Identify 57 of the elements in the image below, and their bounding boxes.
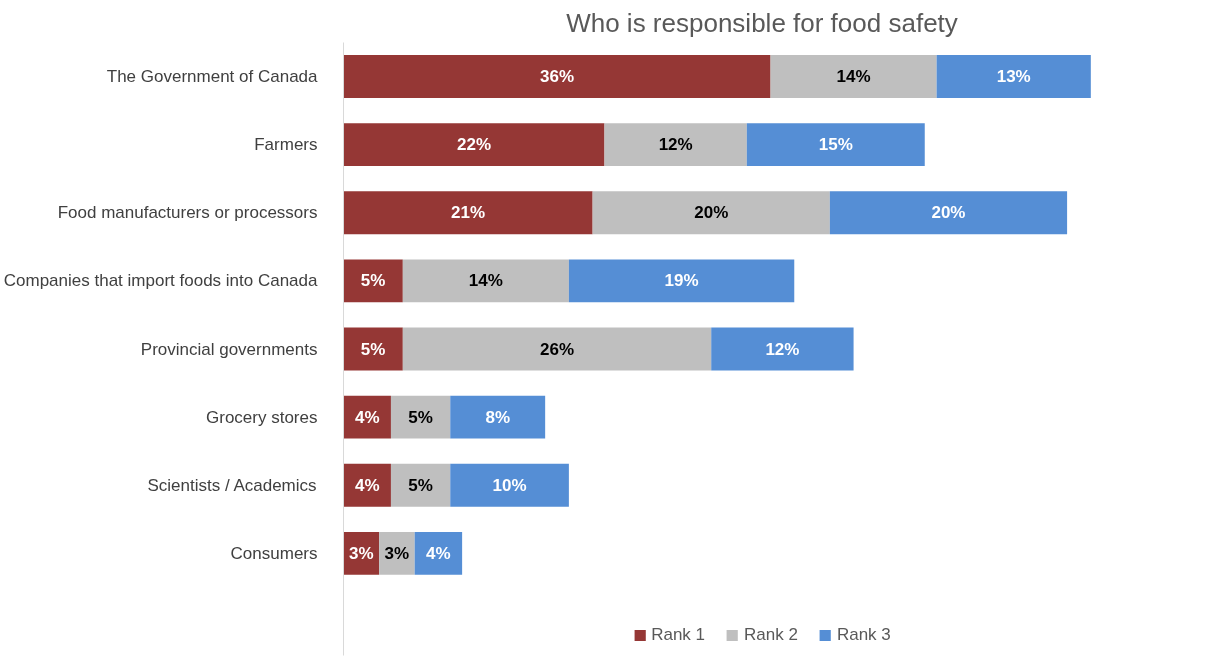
y-tick-label: Consumers — [230, 543, 318, 563]
bar — [343, 395, 391, 439]
y-tick-label: Farmers — [254, 135, 318, 155]
y-tick-label: Grocery stores — [206, 407, 318, 427]
y-tick-label: Companies that import foods into Canada — [3, 271, 319, 291]
data-label: 21% — [451, 203, 486, 223]
data-label: 4% — [354, 407, 380, 427]
bar — [343, 123, 605, 167]
bar — [746, 123, 925, 167]
legend-label: Rank 1 — [651, 625, 706, 645]
bar — [711, 327, 854, 371]
data-label: 14% — [836, 67, 871, 87]
data-label: 4% — [354, 475, 380, 495]
chart-title: Who is responsible for food safety — [566, 7, 958, 38]
data-label: 12% — [658, 135, 693, 155]
legend-label: Rank 2 — [744, 625, 798, 645]
bar — [414, 531, 463, 575]
bar — [450, 463, 569, 507]
bar — [343, 259, 403, 303]
bar — [592, 191, 830, 235]
y-tick-label: Food manufacturers or processors — [57, 203, 318, 223]
data-label: 13% — [996, 67, 1031, 87]
bar — [390, 395, 451, 439]
data-label: 10% — [492, 475, 527, 495]
data-label: 4% — [426, 543, 451, 563]
data-label: 36% — [540, 67, 575, 87]
bar — [936, 55, 1091, 99]
y-tick-label: Scientists / Academics — [147, 475, 317, 495]
data-label: 14% — [468, 271, 503, 291]
bar — [604, 123, 747, 167]
data-label: 5% — [408, 407, 433, 427]
bar — [343, 463, 391, 507]
data-label: 22% — [456, 135, 491, 155]
data-label: 3% — [349, 543, 374, 563]
data-label: 20% — [931, 203, 966, 223]
bar — [450, 395, 546, 439]
bar — [829, 191, 1068, 235]
legend-label: Rank 3 — [836, 625, 891, 645]
bar — [568, 259, 795, 303]
bar — [343, 191, 593, 235]
data-label: 12% — [765, 339, 800, 359]
data-label: 26% — [540, 339, 575, 359]
y-tick-label: The Government of Canada — [106, 67, 319, 87]
bar — [402, 259, 569, 303]
data-label: 5% — [408, 475, 433, 495]
data-label: 5% — [360, 339, 386, 359]
y-tick-label: Provincial governments — [140, 339, 318, 359]
bar — [402, 327, 712, 371]
data-label: 8% — [485, 407, 510, 427]
data-label: 20% — [694, 203, 729, 223]
bar — [770, 55, 937, 99]
bar — [343, 55, 771, 99]
data-label: 15% — [818, 135, 853, 155]
data-label: 3% — [384, 543, 410, 563]
data-label: 19% — [664, 271, 699, 291]
bar — [390, 463, 451, 507]
data-label: 5% — [360, 271, 386, 291]
